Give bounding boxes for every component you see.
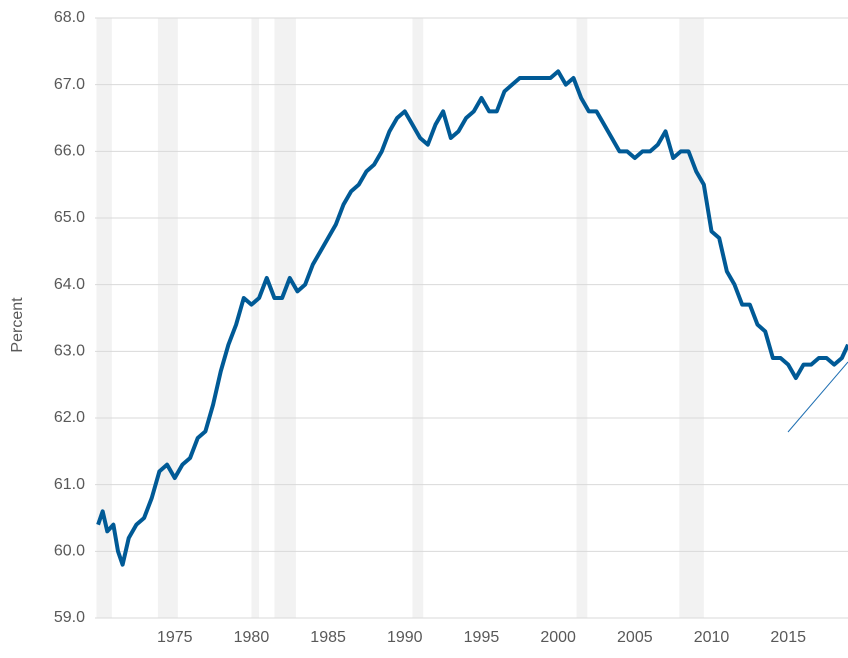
x-tick-label: 1980 [234, 629, 270, 646]
recession-band [412, 18, 424, 618]
recession-band [679, 18, 704, 618]
recession-band [274, 18, 296, 618]
y-tick-label: 67.0 [54, 76, 85, 93]
x-tick-label: 2005 [617, 629, 653, 646]
y-tick-label: 59.0 [54, 609, 85, 626]
recession-band [96, 18, 112, 618]
x-tick-label: 1975 [157, 629, 193, 646]
recession-band [157, 18, 178, 618]
x-tick-label: 1985 [310, 629, 346, 646]
x-tick-label: 1990 [387, 629, 423, 646]
data-line [96, 69, 848, 567]
plot-area [96, 69, 848, 567]
recession-band [251, 18, 260, 618]
y-tick-label: 63.0 [54, 343, 85, 360]
x-tick-label: 2000 [540, 629, 576, 646]
x-tick-label: 2010 [694, 629, 730, 646]
y-tick-label: 60.0 [54, 543, 85, 560]
recession-bands [96, 18, 704, 618]
x-tick-label: 1995 [464, 629, 500, 646]
recession-band [576, 18, 588, 618]
grid [95, 17, 848, 619]
y-tick-label: 68.0 [54, 9, 85, 26]
y-tick-label: 61.0 [54, 476, 85, 493]
annotation-line [787, 361, 848, 433]
y-tick-label: 65.0 [54, 209, 85, 226]
y-tick-label: 62.0 [54, 409, 85, 426]
x-tick-label: 2015 [770, 629, 806, 646]
y-tick-label: 66.0 [54, 143, 85, 160]
y-tick-label: 64.0 [54, 276, 85, 293]
y-axis-title: Percent [9, 297, 26, 353]
